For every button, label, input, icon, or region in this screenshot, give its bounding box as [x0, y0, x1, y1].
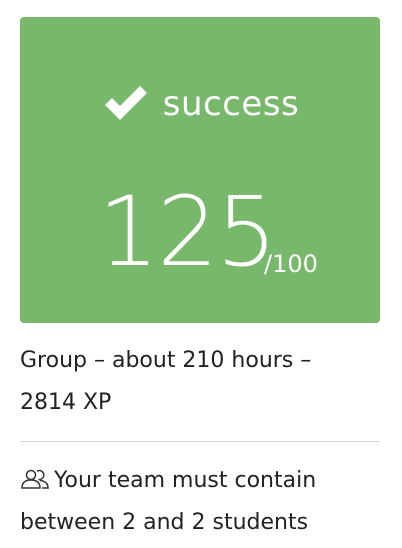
score-value: 125	[98, 176, 277, 288]
divider	[20, 441, 380, 442]
result-card: success 125 /100	[20, 17, 380, 323]
project-type-duration: Group – about 210 hours –	[20, 348, 312, 373]
team-size-text: Your team must contain	[54, 468, 317, 493]
status-row: success	[20, 83, 380, 125]
project-info: Group – about 210 hours – 2814 XP	[20, 340, 380, 424]
checkmark-icon	[101, 83, 151, 125]
team-size-range: between 2 and 2 students	[20, 510, 309, 535]
score-max: /100	[264, 250, 318, 278]
team-info-line-1: Your team must contain	[20, 460, 380, 502]
score-row: 125 /100	[20, 177, 380, 287]
team-info: Your team must contain between 2 and 2 s…	[20, 460, 380, 544]
project-xp: 2814 XP	[20, 390, 112, 415]
status-label: success	[162, 84, 300, 124]
users-icon	[20, 463, 50, 489]
